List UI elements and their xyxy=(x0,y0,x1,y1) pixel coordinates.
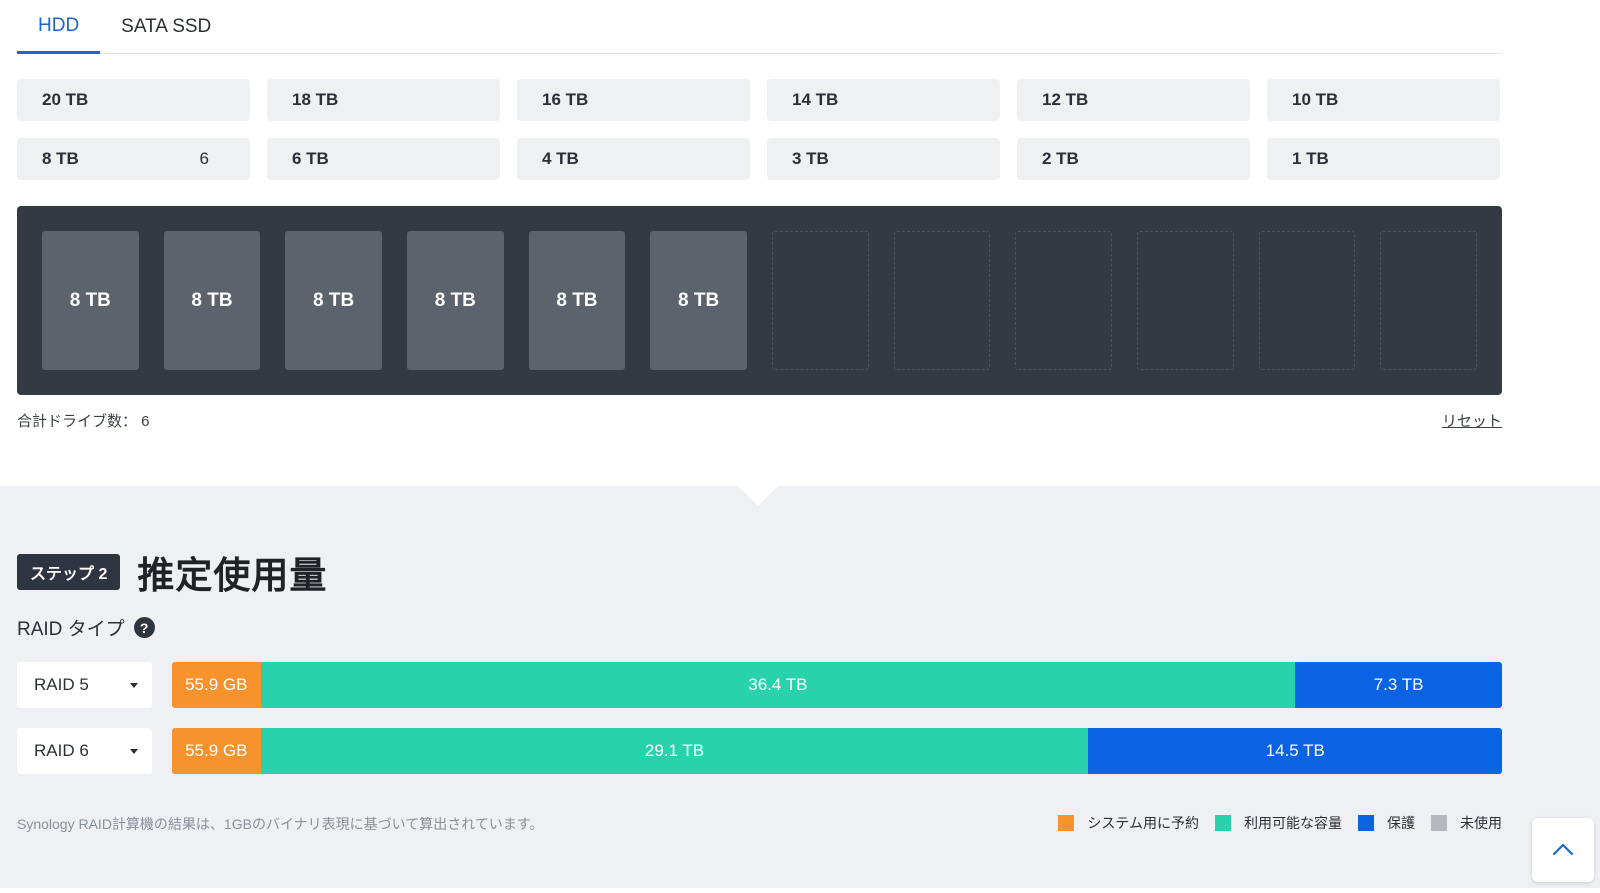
empty-drive-slot xyxy=(1258,231,1356,370)
help-icon[interactable]: ? xyxy=(133,617,155,638)
size-label: 1 TB xyxy=(1292,149,1329,168)
protection-segment: 7.3 TB xyxy=(1295,662,1502,708)
size-label: 2 TB xyxy=(1042,149,1079,168)
size-label: 3 TB xyxy=(792,149,829,168)
empty-drive-slot xyxy=(1015,231,1112,370)
drive-slot-5[interactable]: 8 TB xyxy=(528,231,626,370)
legend: システム用に予約 利用可能な容量 保護 未使用 xyxy=(1042,813,1502,833)
drive-size-button-12tb[interactable]: 12 TB xyxy=(1017,79,1250,121)
raid-type-label: RAID タイプ xyxy=(17,619,125,640)
size-label: 18 TB xyxy=(292,90,339,109)
drive-slot-2[interactable]: 8 TB xyxy=(163,231,261,370)
drive-slot-4[interactable]: 8 TB xyxy=(406,231,504,370)
drive-type-tabs: HDD SATA SSD xyxy=(17,0,1502,54)
capacity-bar-1: 55.9 GB 36.4 TB 7.3 TB xyxy=(172,662,1502,708)
raid-row-1: RAID 5 55.9 GB 36.4 TB 7.3 TB xyxy=(17,662,1502,708)
drive-size-button-16tb[interactable]: 16 TB xyxy=(517,79,750,121)
legend-swatch xyxy=(1215,815,1231,831)
empty-drive-slot xyxy=(771,231,869,370)
drive-size-button-2tb[interactable]: 2 TB xyxy=(1017,138,1250,180)
step-badge: ステップ 2 xyxy=(17,554,121,590)
scroll-to-top-button[interactable] xyxy=(1532,818,1594,882)
footnote: Synology RAID計算機の結果は、1GBのバイナリ表現に基づいて算出され… xyxy=(17,816,544,832)
drive-slot-1[interactable]: 8 TB xyxy=(42,231,139,370)
reserved-segment: 55.9 GB xyxy=(172,662,261,708)
legend-swatch xyxy=(1358,815,1374,831)
empty-drive-slot xyxy=(1136,231,1234,370)
drive-slot-3[interactable]: 8 TB xyxy=(285,231,382,370)
legend-label: 未使用 xyxy=(1460,815,1502,831)
legend-label: 保護 xyxy=(1387,815,1415,831)
chevron-down-icon xyxy=(130,682,138,688)
capacity-bar-2: 55.9 GB 29.1 TB 14.5 TB xyxy=(172,728,1502,774)
size-label: 12 TB xyxy=(1042,90,1089,109)
step-heading: ステップ 2 推定使用量 xyxy=(17,545,327,599)
legend-item-reserved: システム用に予約 xyxy=(1058,813,1199,833)
size-count: 6 xyxy=(199,149,209,168)
legend-label: 利用可能な容量 xyxy=(1244,815,1342,831)
chevron-down-icon xyxy=(130,748,138,754)
tab-hdd[interactable]: HDD xyxy=(17,0,101,54)
size-label: 10 TB xyxy=(1292,90,1339,109)
raid-select-value: RAID 5 xyxy=(34,675,89,694)
protection-segment: 14.5 TB xyxy=(1088,728,1502,774)
size-label: 6 TB xyxy=(292,149,329,168)
drive-size-button-18tb[interactable]: 18 TB xyxy=(267,79,500,121)
available-segment: 36.4 TB xyxy=(260,662,1296,708)
raid-select-value: RAID 6 xyxy=(34,741,89,760)
total-drives-text: 合計ドライブ数： 6 xyxy=(17,413,150,430)
chevron-up-icon xyxy=(1552,843,1574,856)
available-segment: 29.1 TB xyxy=(260,728,1089,774)
legend-swatch xyxy=(1431,815,1447,831)
raid-row-2: RAID 6 55.9 GB 29.1 TB 14.5 TB xyxy=(17,728,1502,774)
raid-type-select-2[interactable]: RAID 6 xyxy=(17,728,152,774)
size-label: 4 TB xyxy=(542,149,579,168)
drive-size-grid: 20 TB 18 TB 16 TB 14 TB 12 TB 10 TB 8 TB… xyxy=(17,79,1502,180)
drive-size-button-3tb[interactable]: 3 TB xyxy=(767,138,1000,180)
drive-size-button-6tb[interactable]: 6 TB xyxy=(267,138,500,180)
size-label: 14 TB xyxy=(792,90,839,109)
drive-selection-section: HDD SATA SSD 20 TB 18 TB 16 TB 14 TB 12 … xyxy=(17,0,1502,430)
legend-label: システム用に予約 xyxy=(1087,815,1199,831)
tab-sata-ssd[interactable]: SATA SSD xyxy=(121,16,212,37)
size-label: 8 TB xyxy=(42,149,79,168)
empty-drive-slot xyxy=(893,231,991,370)
drive-slot-6[interactable]: 8 TB xyxy=(650,231,747,370)
legend-item-protection: 保護 xyxy=(1358,813,1415,833)
drive-size-button-20tb[interactable]: 20 TB xyxy=(17,79,250,121)
raid-type-heading: RAID タイプ ? xyxy=(17,614,155,641)
section-pointer xyxy=(738,486,778,506)
size-label: 20 TB xyxy=(42,90,89,109)
empty-drive-slot xyxy=(1380,231,1477,370)
size-label: 16 TB xyxy=(542,90,589,109)
legend-item-available: 利用可能な容量 xyxy=(1215,813,1342,833)
drive-size-button-14tb[interactable]: 14 TB xyxy=(767,79,1000,121)
drive-size-button-1tb[interactable]: 1 TB xyxy=(1267,138,1500,180)
legend-swatch xyxy=(1058,815,1075,831)
drive-size-button-4tb[interactable]: 4 TB xyxy=(517,138,750,180)
drive-size-button-8tb[interactable]: 8 TB 6 xyxy=(17,138,250,180)
reset-link[interactable]: リセット xyxy=(1441,413,1502,430)
drive-size-button-10tb[interactable]: 10 TB xyxy=(1267,79,1500,121)
drive-bay: 8 TB 8 TB 8 TB 8 TB 8 TB 8 TB xyxy=(17,206,1502,395)
legend-item-unused: 未使用 xyxy=(1431,813,1502,833)
page-title: 推定使用量 xyxy=(137,555,328,596)
reserved-segment: 55.9 GB xyxy=(172,728,261,774)
raid-type-select-1[interactable]: RAID 5 xyxy=(17,662,152,708)
